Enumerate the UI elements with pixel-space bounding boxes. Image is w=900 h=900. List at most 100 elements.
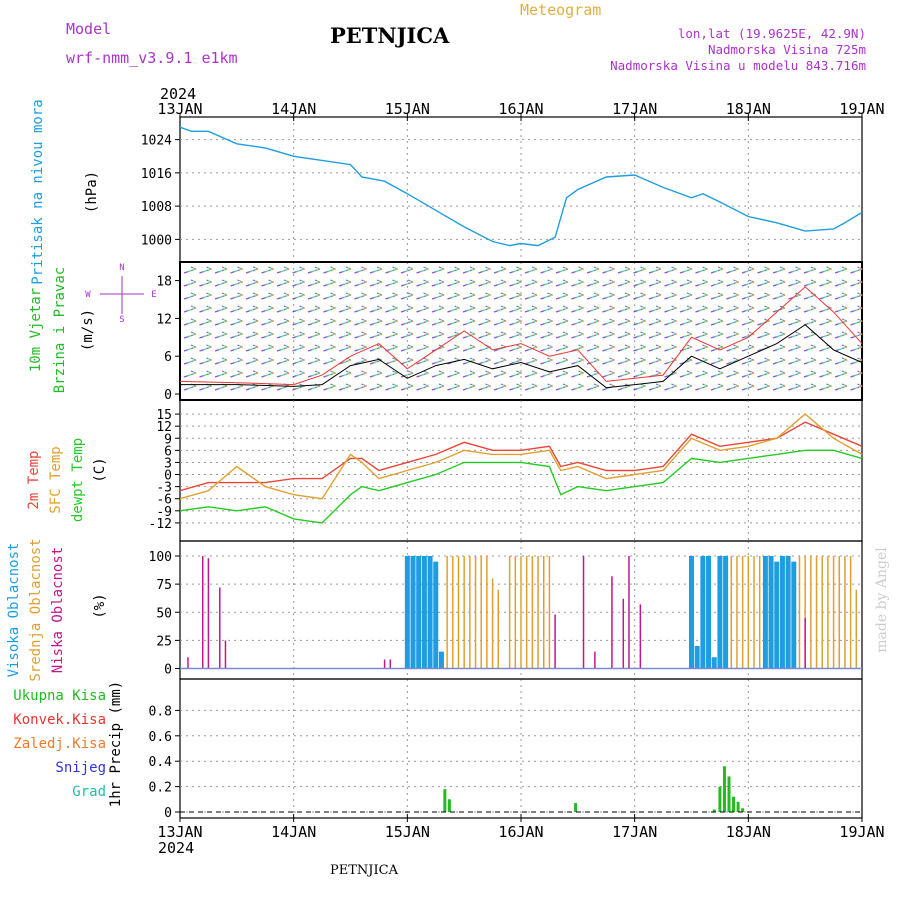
wind-arrow-head <box>314 266 321 270</box>
wind-arrow-head <box>454 318 460 322</box>
wind-arrow <box>276 320 290 326</box>
wind-arrow-head <box>733 331 739 335</box>
wind-arrow <box>834 333 848 339</box>
wind-arrow <box>245 346 259 352</box>
wind-arrow-head <box>686 292 693 296</box>
wind-arrow-head <box>624 331 631 335</box>
wind-arrow-head <box>221 344 228 348</box>
y-tick-label: 12 <box>156 420 172 435</box>
wind-arrow <box>803 268 817 274</box>
wind-arrow-head <box>361 344 367 348</box>
wind-arrow <box>493 320 507 326</box>
precip-legend-item: Ukupna Kisa <box>13 688 106 704</box>
wind-arrow-head <box>547 357 553 361</box>
wind-arrow-head <box>500 305 507 309</box>
wind-arrow <box>354 307 367 313</box>
wind-arrow <box>509 385 522 391</box>
wind-arrow <box>354 281 367 287</box>
precip-bar <box>732 796 736 812</box>
wind-arrow-head <box>454 292 460 296</box>
wind-arrow-head <box>392 318 398 322</box>
wind-gust-line <box>179 286 863 386</box>
wind-arrow-head <box>857 305 863 309</box>
wind-arrow <box>633 320 646 326</box>
model-label: Model <box>66 20 111 38</box>
cloud-bar <box>741 556 744 669</box>
wind-arrow-head <box>283 318 290 322</box>
wind-arrow-head <box>314 318 321 322</box>
wind-arrow-head <box>562 331 569 335</box>
cloud-bar <box>438 651 444 669</box>
wind-arrow <box>633 268 646 274</box>
wind-arrow-head <box>221 318 228 322</box>
wind-arrow-head <box>655 266 662 270</box>
wind-arrow <box>276 346 290 352</box>
wind-arrow <box>292 372 305 378</box>
compass-letter: E <box>151 290 156 300</box>
wind-arrow-head <box>686 331 693 335</box>
wind-arrow <box>524 268 538 274</box>
wind-arrow-head <box>314 331 321 335</box>
wind-arrow <box>478 385 491 391</box>
cloud-bar <box>520 556 522 669</box>
wind-arrow-head <box>531 292 538 296</box>
wind-arrow-head <box>578 279 584 283</box>
wind-arrow-head <box>857 357 863 361</box>
wind-arrow <box>400 333 414 339</box>
wind-arrow-head <box>841 279 848 283</box>
wind-arrow-head <box>190 292 197 296</box>
wind-arrow-head <box>190 318 197 322</box>
wind-arrow-head <box>283 279 290 283</box>
wind-arrow <box>741 281 755 287</box>
wind-arrow <box>524 333 538 339</box>
temp-unit: (C) <box>92 457 108 482</box>
cloud-bar <box>421 556 427 669</box>
wind-arrow <box>788 281 801 287</box>
wind-arrow <box>478 333 491 339</box>
wind-arrow-head <box>578 370 584 374</box>
wind-arrow-head <box>376 318 383 322</box>
time-tick-top: 16JAN <box>498 100 543 118</box>
cloud-bar <box>554 614 556 669</box>
wind-arrow <box>199 333 212 339</box>
wind-arrow-head <box>609 292 615 296</box>
wind-arrow-head <box>500 292 507 296</box>
wind-arrow <box>726 320 739 326</box>
wind-arrow-head <box>485 305 491 309</box>
wind-arrow-head <box>252 266 259 270</box>
wind-arrow-head <box>345 370 352 374</box>
wind-arrow <box>695 268 708 274</box>
wind-arrow-head <box>795 344 801 348</box>
wind-arrow <box>369 307 383 313</box>
wind-arrow-head <box>841 318 848 322</box>
cloud-bar <box>187 657 189 669</box>
wind-arrow-head <box>578 318 584 322</box>
wind-arrow <box>307 346 321 352</box>
wind-arrow <box>602 307 615 313</box>
wind-arrow-head <box>841 383 848 387</box>
wind-arrow-head <box>609 344 615 348</box>
wind-arrow <box>509 333 522 339</box>
wind-arrow <box>803 307 817 313</box>
wind-arrow-head <box>841 344 848 348</box>
wind-arrow-head <box>810 279 817 283</box>
wind-arrow-head <box>252 331 259 335</box>
y-tick-label: 0 <box>164 469 172 484</box>
cloud-bar <box>622 598 625 669</box>
wind-arrow-head <box>206 331 212 335</box>
wind-arrow <box>245 268 259 274</box>
wind-arrow-head <box>547 331 553 335</box>
wind-arrow-head <box>640 331 646 335</box>
wind-arrow <box>276 372 290 378</box>
cloud-bar <box>224 640 227 669</box>
wind-arrow <box>385 346 398 352</box>
wind-arrow-head <box>237 266 243 270</box>
wind-arrow-head <box>655 305 662 309</box>
wind-arrow-head <box>764 357 770 361</box>
wind-arrow-head <box>392 383 398 387</box>
wind-arrow <box>695 307 708 313</box>
wind-arrow-head <box>686 279 693 283</box>
precip-label: 1hr Precip (mm) <box>108 681 124 807</box>
wind-arrow-head <box>779 266 786 270</box>
wind-arrow <box>710 268 724 274</box>
